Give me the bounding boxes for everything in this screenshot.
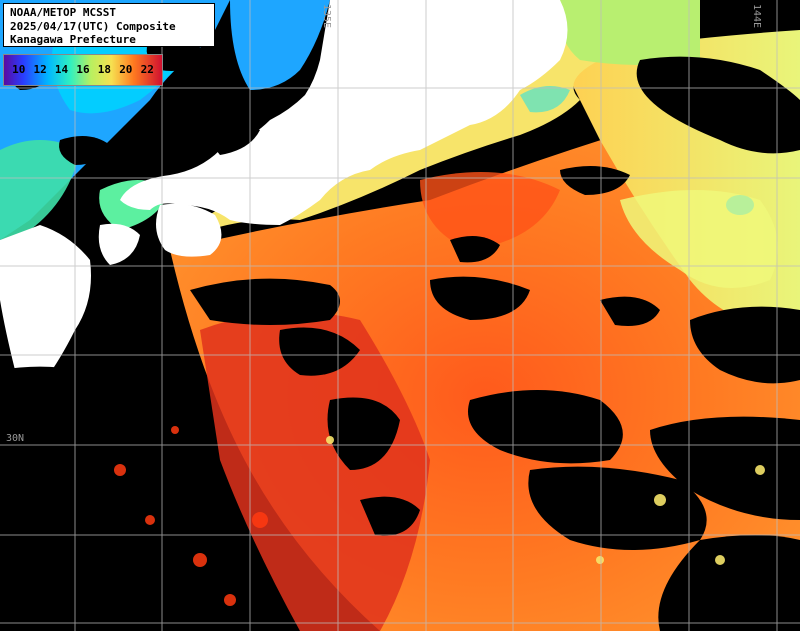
temperature-legend: 10 12 14 16 18 20 22 [3, 54, 163, 86]
legend-label: 14 [54, 63, 69, 76]
legend-label: 22 [140, 63, 154, 76]
legend-label: 10 [12, 63, 26, 76]
title-line-3: Kanagawa Prefecture [10, 33, 136, 46]
land-kyushu [0, 225, 91, 382]
latitude-label-30n: 30N [6, 433, 25, 444]
legend-label: 16 [76, 63, 90, 76]
longitude-label-144e: 144E [751, 4, 762, 29]
map-title-box: NOAA/METOP MCSST 2025/04/17(UTC) Composi… [3, 3, 215, 47]
legend-label: 18 [97, 63, 112, 76]
legend-label: 20 [119, 63, 133, 76]
title-line-2: 2025/04/17(UTC) Composite [10, 19, 176, 33]
legend-color-bar [4, 55, 162, 85]
title-line-1: NOAA/METOP MCSST [10, 6, 116, 19]
land-honshu [120, 0, 568, 225]
hot-sea-region [200, 312, 430, 631]
longitude-label-135e: 135E [321, 4, 332, 29]
legend-label: 12 [33, 63, 47, 76]
land-shikoku [156, 203, 222, 257]
